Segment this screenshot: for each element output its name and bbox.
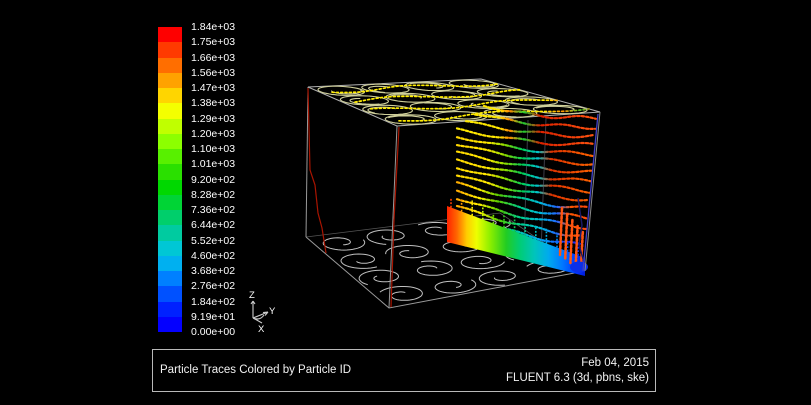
axis-triad: Z Y X — [249, 290, 276, 335]
colorbar-band — [158, 72, 182, 88]
colorbar-label: 1.56e+03 — [191, 66, 236, 79]
colorbar-band — [158, 88, 182, 104]
colorbar-label: 6.44e+02 — [191, 219, 236, 232]
colorbar-band — [158, 42, 182, 58]
colorbar-band — [158, 57, 182, 73]
colorbar-label: 9.19e+01 — [191, 310, 236, 323]
top-face-particle-traces — [331, 82, 590, 122]
colorbar-label: 1.47e+03 — [191, 82, 236, 94]
colorbar-label: 1.29e+03 — [191, 112, 236, 125]
colorbar-label: 7.36e+02 — [191, 204, 236, 216]
caption-right-block: Feb 04, 2015 FLUENT 6.3 (3d, pbns, ske) — [506, 356, 649, 385]
colorbar-label: 1.38e+03 — [191, 97, 236, 110]
colorbar-label: 0.00e+00 — [191, 326, 236, 338]
colorbar-label: 2.76e+02 — [191, 280, 236, 293]
colorbar-label: 5.52e+02 — [191, 234, 236, 247]
colorbar-band — [158, 271, 182, 287]
colorbar-band — [158, 103, 182, 119]
colorbar-label: 9.20e+02 — [191, 173, 236, 186]
colorbar-label: 4.60e+02 — [191, 249, 236, 262]
colorbar-label: 8.28e+02 — [191, 188, 236, 201]
caption-title: Particle Traces Colored by Particle ID — [160, 364, 352, 376]
colorbar-band — [158, 133, 182, 149]
colorbar-band — [158, 194, 182, 210]
colorbar-label: 1.84e+03 — [191, 21, 236, 33]
colorbar-label: 3.68e+02 — [191, 265, 236, 277]
colorbar-band — [158, 240, 182, 256]
axis-x-label: X — [258, 324, 265, 335]
caption-box: Particle Traces Colored by Particle ID F… — [152, 349, 656, 392]
colorbar-band — [158, 179, 182, 195]
colorbar-band — [158, 149, 182, 165]
colorbar-band — [158, 286, 182, 302]
colorbar-band — [158, 210, 182, 226]
right-trace-cluster — [558, 197, 588, 273]
colorbar-band — [158, 316, 182, 332]
colorbar-band — [158, 225, 182, 241]
box-right-edges — [582, 111, 601, 272]
box-front-edges — [305, 87, 586, 309]
colorbar-band-stack — [158, 27, 182, 332]
caption-solver: FLUENT 6.3 (3d, pbns, ske) — [506, 371, 649, 384]
colorbar-label: 1.75e+03 — [191, 36, 236, 49]
colorbar-label: 1.66e+03 — [191, 51, 236, 64]
colorbar-label: 1.84e+02 — [191, 295, 236, 308]
colorbar-band — [158, 118, 182, 134]
colorbar-label: 1.20e+03 — [191, 127, 236, 140]
colorbar-band — [158, 255, 182, 271]
colorbar-band — [158, 164, 182, 180]
colorbar-band — [158, 301, 182, 317]
colorbar-label: 1.10e+03 — [191, 143, 236, 155]
trace-curtain-dense-wall — [447, 198, 585, 276]
axis-z-label: Z — [249, 290, 255, 301]
colorbar-legend: 1.84e+03 1.75e+03 1.66e+03 1.56e+03 1.47e+03… — [158, 21, 268, 338]
colorbar-band — [158, 27, 182, 43]
caption-date: Feb 04, 2015 — [581, 357, 649, 369]
axis-y-label: Y — [269, 306, 276, 317]
axis-triad-lines — [250, 300, 269, 324]
colorbar-label: 1.01e+03 — [191, 158, 236, 171]
